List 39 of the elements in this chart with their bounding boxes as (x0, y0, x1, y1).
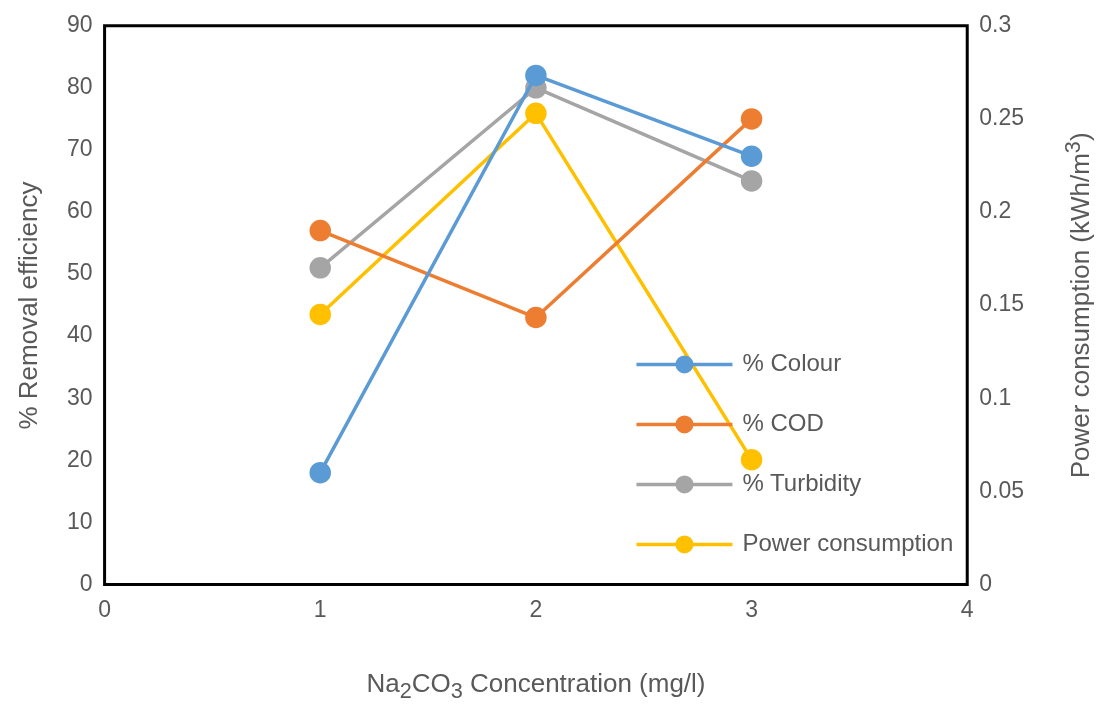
y-tick-label: 60 (66, 197, 93, 224)
x-tick-label: 1 (313, 595, 327, 622)
y-tick-label: 50 (66, 259, 93, 286)
legend-label: % Colour (742, 349, 842, 377)
y-tick-label: 20 (66, 445, 93, 472)
point (309, 219, 331, 242)
y2-tick-label: 0.3 (979, 11, 1012, 38)
point (525, 306, 547, 329)
point (740, 145, 763, 167)
y-tick-label: 10 (66, 507, 93, 534)
legend-label: Power consumption (742, 529, 954, 557)
x-tick-label: 2 (529, 595, 543, 622)
y2-tick-label: 0.1 (979, 383, 1012, 410)
y2-tick-label: 0.15 (979, 290, 1024, 317)
y-tick-label: 70 (66, 135, 93, 162)
y2-tick-label: 0.05 (979, 476, 1024, 503)
point (309, 303, 331, 326)
legend-label: % COD (742, 409, 824, 437)
y-tick-label: 0 (79, 569, 93, 596)
x-tick-label: 3 (745, 595, 758, 622)
y-tick-label: 80 (66, 73, 93, 100)
point (740, 170, 763, 192)
y-tick-label: 40 (66, 321, 93, 348)
x-tick-label: 0 (98, 595, 111, 622)
y2-tick-label: 0.2 (979, 197, 1012, 224)
point (309, 257, 331, 279)
point (525, 64, 547, 87)
y-tick-label: 90 (66, 11, 93, 38)
y2-tick-label: 0.25 (979, 104, 1024, 131)
legend-label: % Turbidity (742, 469, 862, 497)
x-tick-label: 4 (960, 595, 974, 622)
point (740, 108, 763, 130)
point (525, 102, 547, 125)
x-axis-title: Na$_{2}$CO$_{3}$ Concentration (mg/l) (366, 668, 706, 705)
y2-tick-label: 0 (979, 569, 993, 596)
point (740, 448, 763, 471)
y-axis-title: % Removal efficiency (12, 181, 44, 430)
point (309, 461, 331, 484)
y-tick-label: 30 (66, 383, 93, 410)
